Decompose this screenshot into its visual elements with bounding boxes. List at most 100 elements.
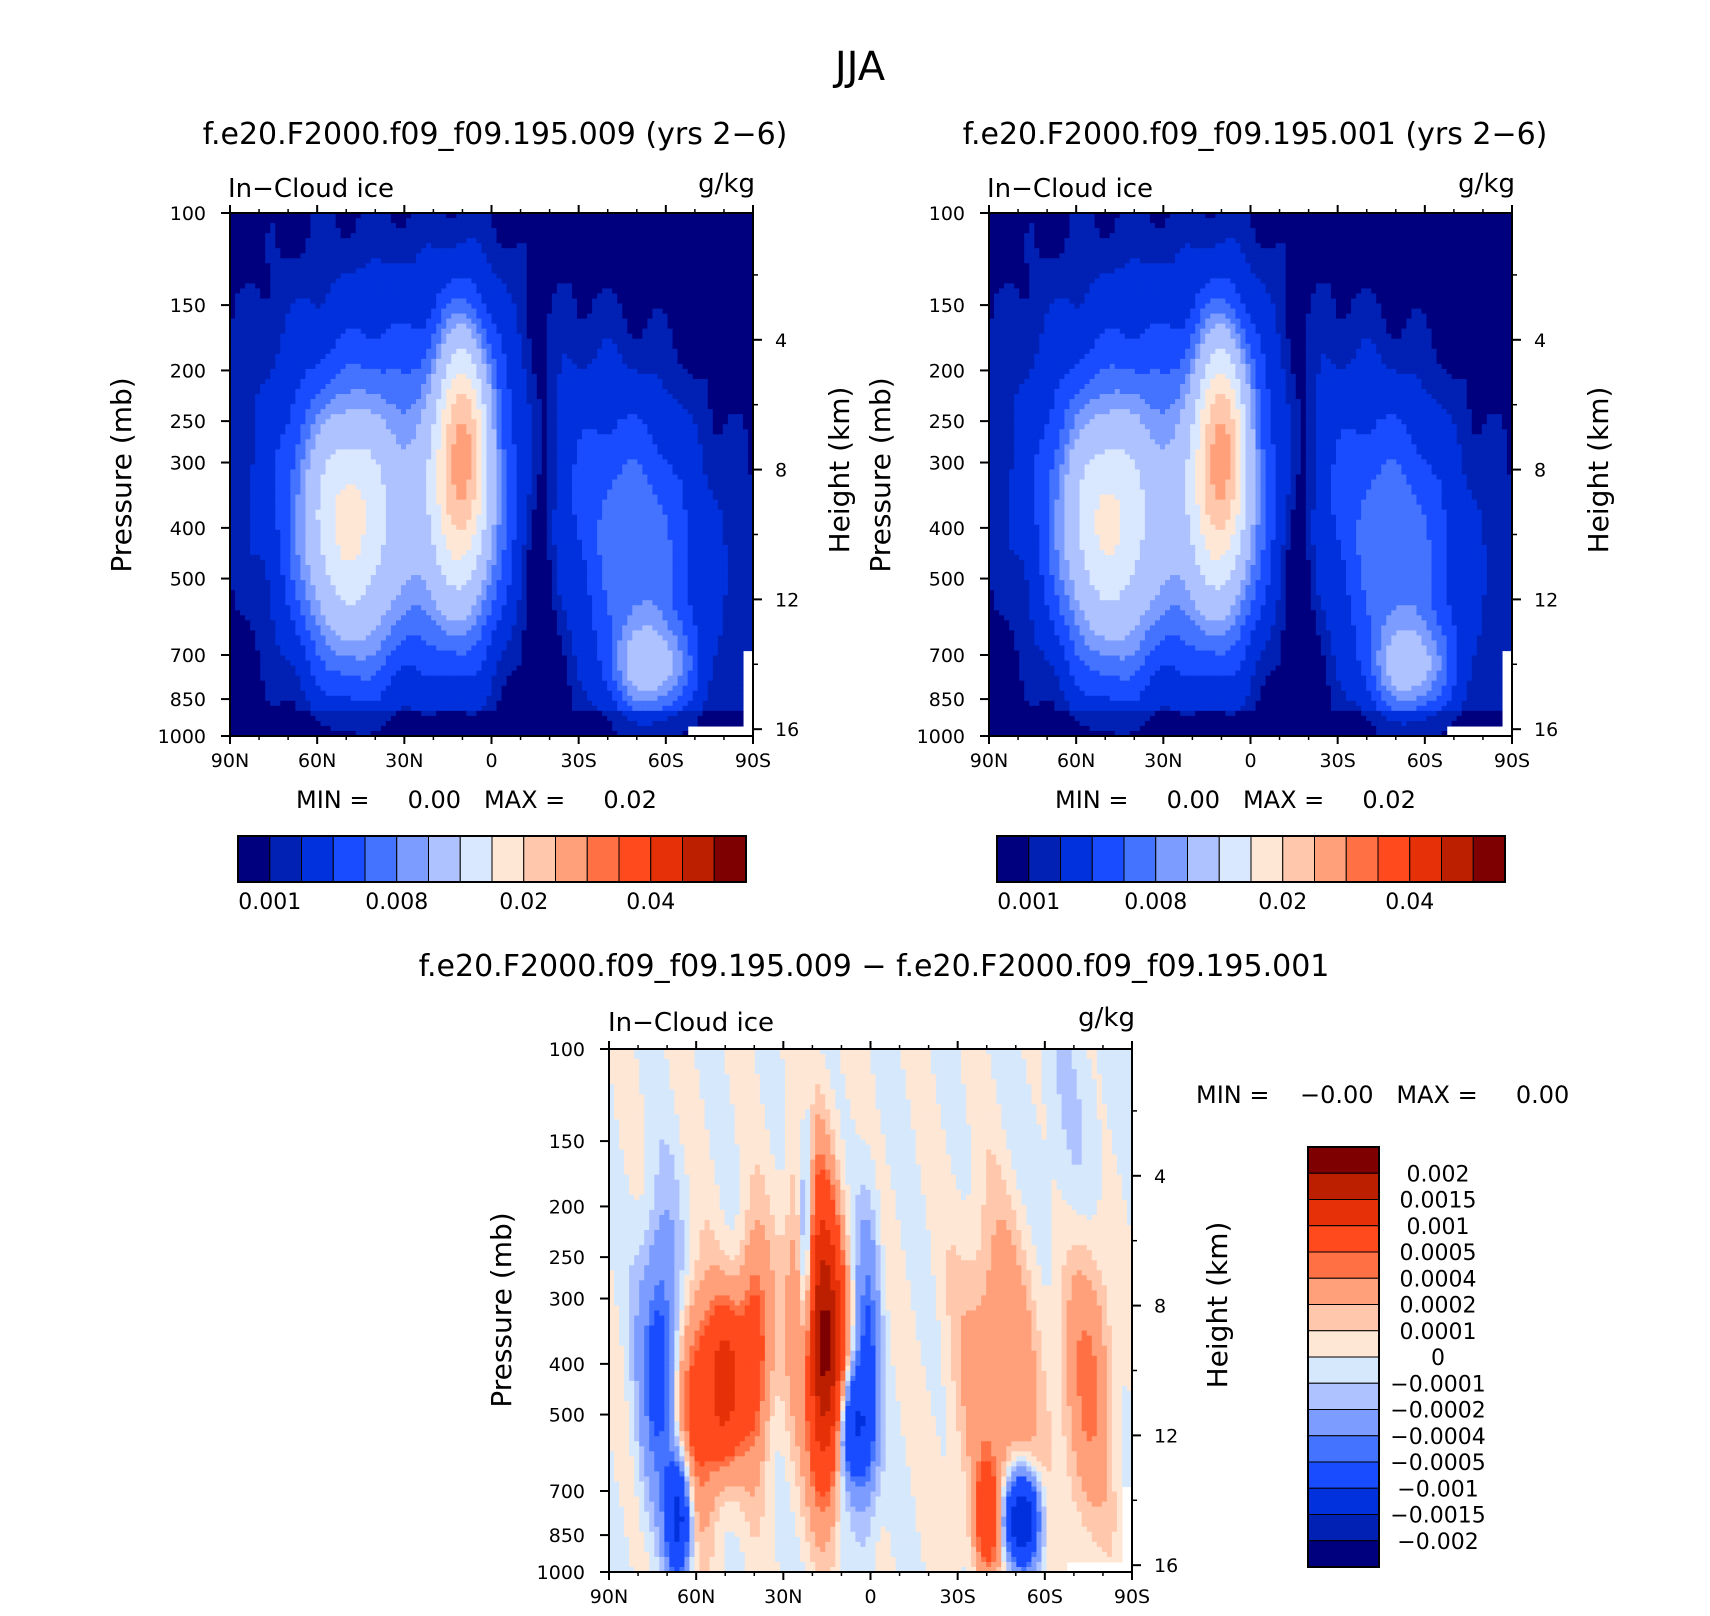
contour-cell xyxy=(471,278,478,285)
contour-cell xyxy=(587,429,593,435)
contour-cell xyxy=(511,399,518,405)
contour-cell xyxy=(506,378,513,385)
contour-cell xyxy=(511,363,518,370)
contour-cell xyxy=(290,414,296,420)
contour-cell xyxy=(607,383,613,390)
contour-cell xyxy=(325,439,332,445)
contour-cell xyxy=(395,318,402,325)
contour-cell xyxy=(607,343,613,350)
contour-cell xyxy=(330,258,337,264)
contour-cell xyxy=(340,243,347,249)
contour-cell xyxy=(717,368,724,375)
contour-cell xyxy=(315,293,322,300)
contour-cell xyxy=(521,399,528,405)
contour-cell xyxy=(320,233,327,239)
contour-cell xyxy=(486,373,493,380)
contour-cell xyxy=(471,419,478,425)
contour-cell xyxy=(496,444,503,450)
contour-cell xyxy=(240,444,246,450)
contour-cell xyxy=(360,328,367,335)
contour-cell xyxy=(587,394,593,400)
contour-cell xyxy=(516,218,523,224)
contour-cell xyxy=(561,419,568,425)
contour-cell xyxy=(511,263,518,269)
contour-cell xyxy=(737,223,744,229)
contour-cell xyxy=(330,333,337,340)
contour-cell xyxy=(400,243,407,249)
contour-cell xyxy=(707,444,714,450)
contour-cell xyxy=(506,389,513,395)
contour-cell xyxy=(355,394,362,400)
contour-cell xyxy=(587,233,593,239)
contour-cell xyxy=(622,439,628,445)
contour-cell xyxy=(742,424,749,430)
contour-cell xyxy=(265,253,271,259)
contour-cell xyxy=(486,298,493,305)
contour-cell xyxy=(441,218,447,224)
contour-cell xyxy=(270,358,276,365)
contour-cell xyxy=(551,378,558,385)
contour-cell xyxy=(551,449,558,455)
contour-cell xyxy=(395,414,402,420)
contour-cell xyxy=(682,328,689,335)
contour-cell xyxy=(652,383,659,390)
contour-cell xyxy=(275,258,281,264)
contour-cell xyxy=(431,449,437,455)
contour-cell xyxy=(662,223,669,229)
contour-cell xyxy=(717,363,724,370)
contour-cell xyxy=(245,243,251,249)
contour-cell xyxy=(255,358,261,365)
contour-cell xyxy=(406,419,412,425)
contour-cell xyxy=(340,348,347,355)
contour-cell xyxy=(441,419,447,425)
contour-cell xyxy=(722,313,729,320)
contour-cell xyxy=(546,238,553,244)
contour-cell xyxy=(270,318,276,325)
contour-cell xyxy=(592,383,598,390)
contour-cell xyxy=(632,233,638,239)
contour-cell xyxy=(400,228,407,234)
contour-cell xyxy=(592,233,598,239)
contour-cell xyxy=(526,414,533,420)
contour-cell xyxy=(426,218,432,224)
contour-cell xyxy=(682,389,689,395)
contour-cell xyxy=(360,303,367,310)
contour-cell xyxy=(315,343,322,350)
contour-cell xyxy=(486,414,493,420)
contour-cell xyxy=(340,338,347,345)
contour-cell xyxy=(320,404,327,410)
contour-cell xyxy=(370,368,377,375)
contour-cell xyxy=(245,444,251,450)
contour-cell xyxy=(516,353,523,360)
contour-cell xyxy=(431,444,437,450)
contour-cell xyxy=(521,268,528,274)
contour-cell xyxy=(380,363,387,370)
contour-cell xyxy=(270,283,276,290)
contour-cell xyxy=(390,253,397,259)
contour-cell xyxy=(315,318,322,325)
contour-cell xyxy=(561,429,568,435)
contour-cell xyxy=(421,263,427,269)
contour-cell xyxy=(395,223,402,229)
contour-cell xyxy=(667,383,674,390)
contour-cell xyxy=(421,313,427,320)
contour-cell xyxy=(727,449,734,455)
contour-cell xyxy=(340,313,347,320)
contour-cell xyxy=(536,353,543,360)
contour-cell xyxy=(571,328,578,335)
contour-cell xyxy=(385,343,392,350)
contour-cell xyxy=(657,273,664,279)
contour-cell xyxy=(285,273,291,279)
contour-cell xyxy=(370,323,377,330)
contour-cell xyxy=(411,363,417,370)
contour-cell xyxy=(582,288,588,295)
contour-cell xyxy=(551,273,558,279)
contour-cell xyxy=(672,258,679,264)
contour-cell xyxy=(742,273,749,279)
contour-cell xyxy=(400,323,407,330)
contour-cell xyxy=(290,263,296,269)
contour-cell xyxy=(597,313,603,320)
contour-cell xyxy=(385,368,392,375)
contour-cell xyxy=(325,288,332,295)
contour-cell xyxy=(441,283,447,290)
